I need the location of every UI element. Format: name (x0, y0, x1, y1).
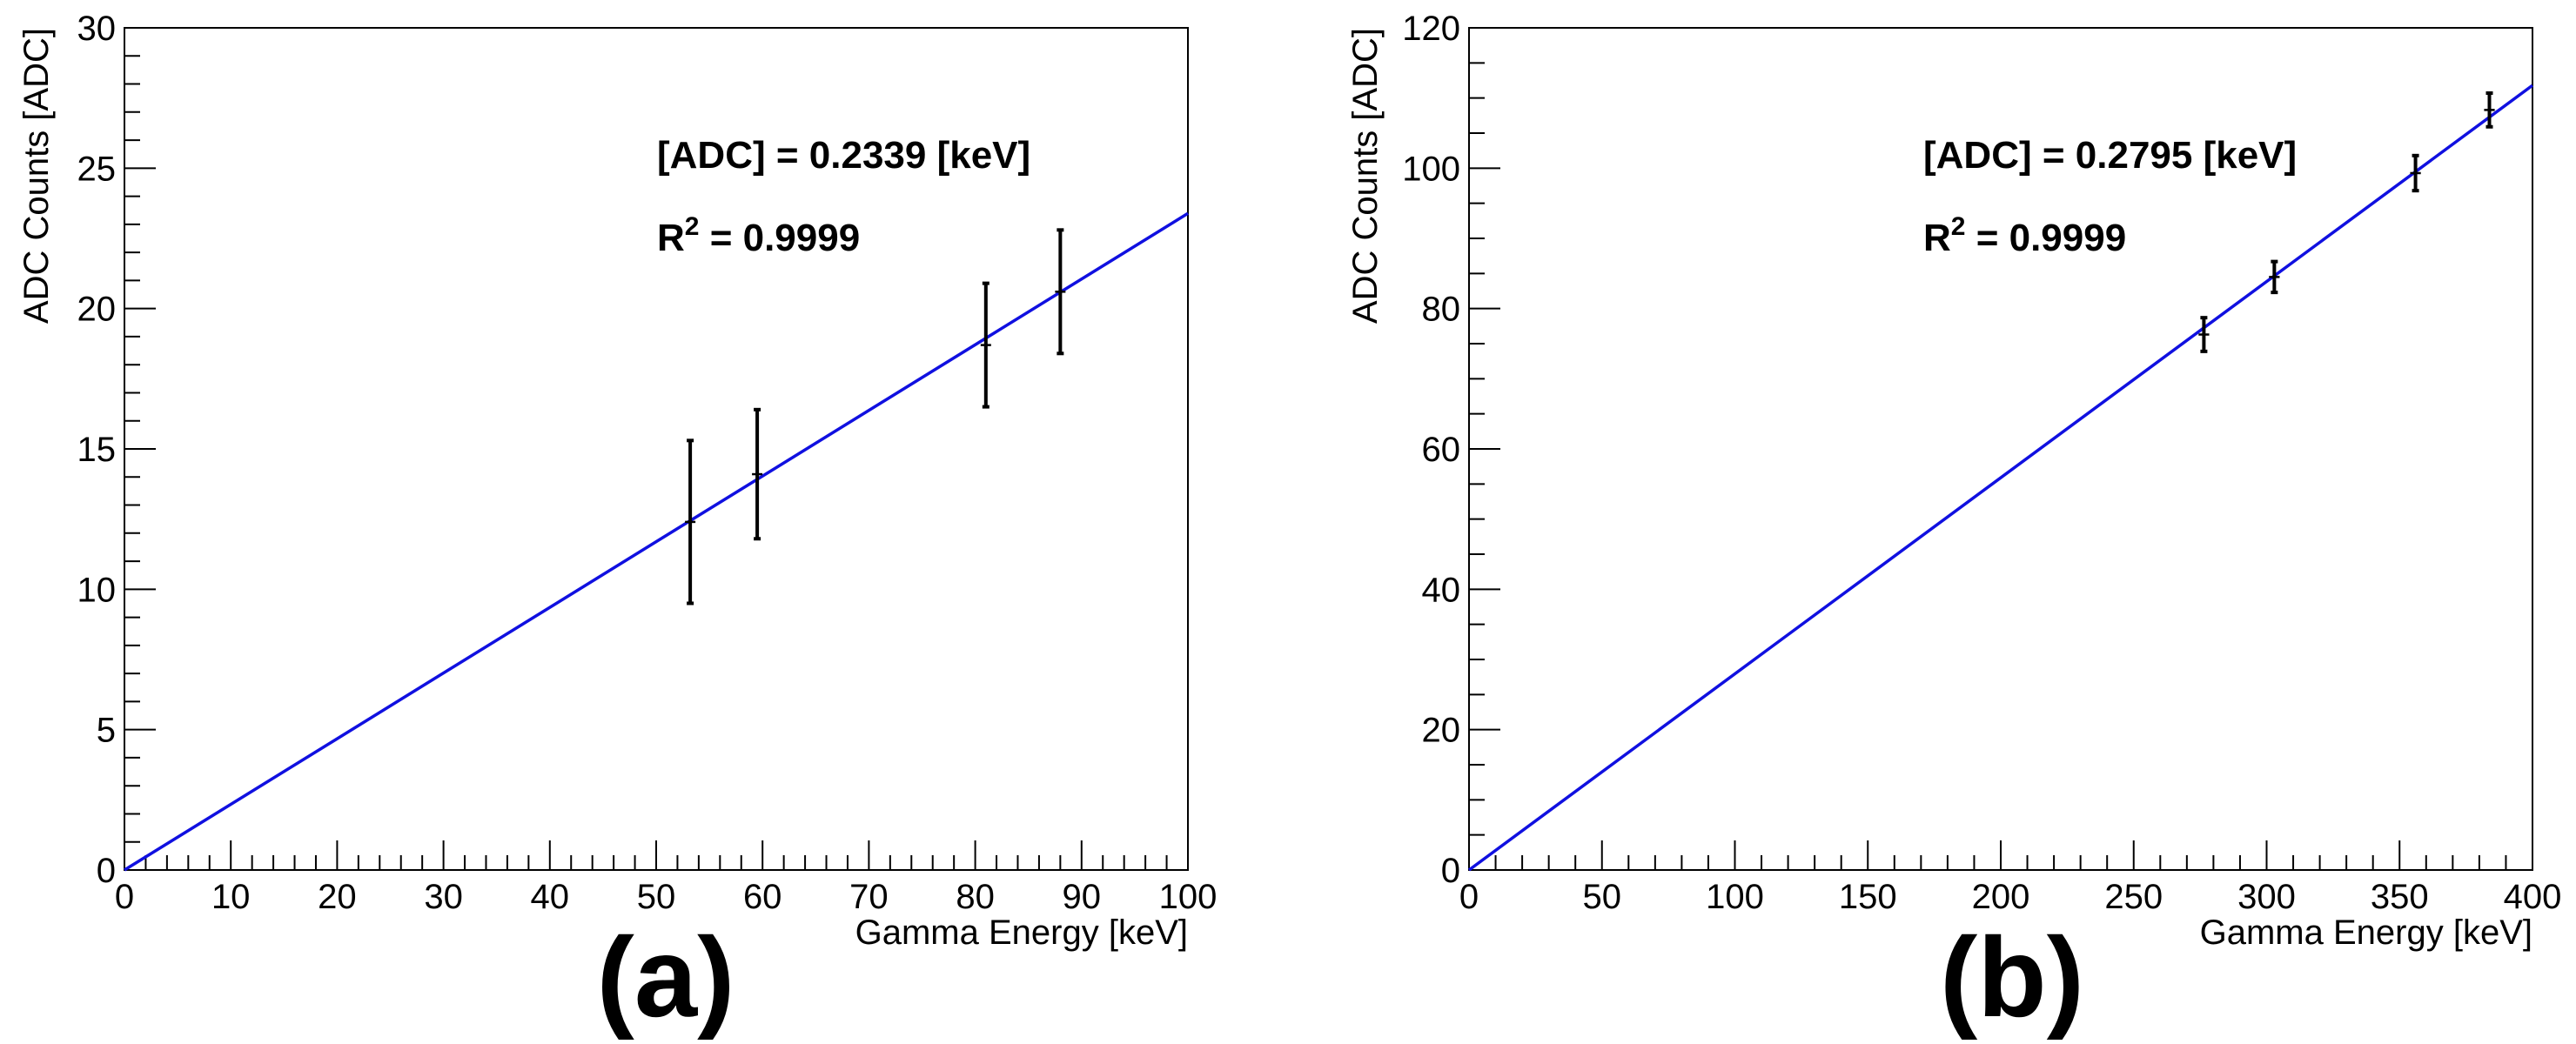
y-axis-title-b: ADC Counts [ADC] (1346, 28, 1385, 324)
y-tick-label-b: 100 (1402, 150, 1460, 188)
panel-b: 0 50 100 150 200 250 300 350 400020406080100120 … (1346, 10, 2561, 1041)
data-point-a (685, 438, 696, 606)
r-squared-value-b: = 0.9999 (1965, 217, 2126, 259)
x-tick-label-a: 100 (1159, 878, 1218, 916)
x-tick-label-a: 90 (1063, 878, 1102, 916)
y-tick-label-a: 20 (77, 291, 117, 329)
data-point-a (752, 407, 763, 541)
x-tick-label-b: 100 (1706, 878, 1764, 916)
data-point-b (2410, 153, 2421, 193)
y-tick-label-a: 15 (77, 431, 117, 469)
y-tick-label-a: 0 (97, 852, 116, 890)
x-tick-label-a: 10 (211, 878, 251, 916)
panel-a: 0 10 20 30 40 50 60 70 80 90 100 0 5 10 15 20 25 30 [ADC]… (17, 10, 1217, 1041)
fit-line-b (1467, 84, 2534, 872)
data-point-b (2198, 316, 2210, 353)
y-axis-title-a: ADC Counts [ADC] (17, 28, 56, 324)
y-tick-label-a: 5 (97, 712, 116, 750)
r-squared-superscript-b: 2 (1951, 212, 1966, 241)
y-tick-label-a: 30 (77, 10, 117, 48)
y-tick-label-b: 20 (1422, 712, 1461, 750)
x-tick-label-a: 40 (531, 878, 570, 916)
y-tick-label-b: 40 (1422, 571, 1461, 609)
y-tick-label-a: 10 (77, 571, 117, 609)
panel-label-a: (a) (597, 914, 735, 1041)
x-tick-label-a: 20 (318, 878, 357, 916)
r-squared-a: R2 = 0.9999 (657, 212, 860, 259)
y-tick-label-b: 0 (1441, 852, 1460, 890)
x-tick-label-a: 60 (743, 878, 782, 916)
x-axis-title-a: Gamma Energy [keV] (855, 914, 1188, 952)
r-squared-superscript-a: 2 (685, 212, 700, 241)
x-tick-label-b: 0 (1459, 878, 1479, 916)
y-tick-label-b: 80 (1422, 291, 1461, 329)
r-squared-b: R2 = 0.9999 (1923, 212, 2126, 259)
x-tick-label-a: 50 (637, 878, 676, 916)
data-point-b (2269, 259, 2280, 295)
data-point-b (2484, 91, 2495, 129)
x-tick-label-b: 200 (1972, 878, 2030, 916)
data-point-a (980, 281, 991, 409)
x-tick-label-a: 80 (956, 878, 995, 916)
y-tick-label-b: 60 (1422, 431, 1461, 469)
data-point-a (1055, 228, 1066, 356)
r-squared-prefix-a: R (657, 217, 685, 259)
x-tick-label-b: 400 (2504, 878, 2562, 916)
x-tick-label-a: 0 (115, 878, 134, 916)
y-tick-label-b: 120 (1402, 10, 1460, 48)
x-tick-label-a: 30 (424, 878, 463, 916)
x-tick-label-b: 300 (2237, 878, 2296, 916)
x-tick-label-b: 150 (1839, 878, 1897, 916)
r-squared-value-a: = 0.9999 (699, 217, 860, 259)
fit-equation-b: [ADC] = 0.2795 [keV] (1923, 134, 2297, 177)
x-tick-label-b: 250 (2104, 878, 2163, 916)
x-axis-title-b: Gamma Energy [keV] (2200, 914, 2532, 952)
x-tick-label-a: 70 (849, 878, 889, 916)
fit-line-a (124, 211, 1189, 872)
y-tick-label-a: 25 (77, 150, 117, 188)
fit-equation-a: [ADC] = 0.2339 [keV] (657, 134, 1030, 177)
r-squared-prefix-b: R (1923, 217, 1951, 259)
x-tick-label-b: 50 (1583, 878, 1622, 916)
panel-label-b: (b) (1940, 914, 2084, 1041)
x-tick-label-b: 350 (2371, 878, 2429, 916)
